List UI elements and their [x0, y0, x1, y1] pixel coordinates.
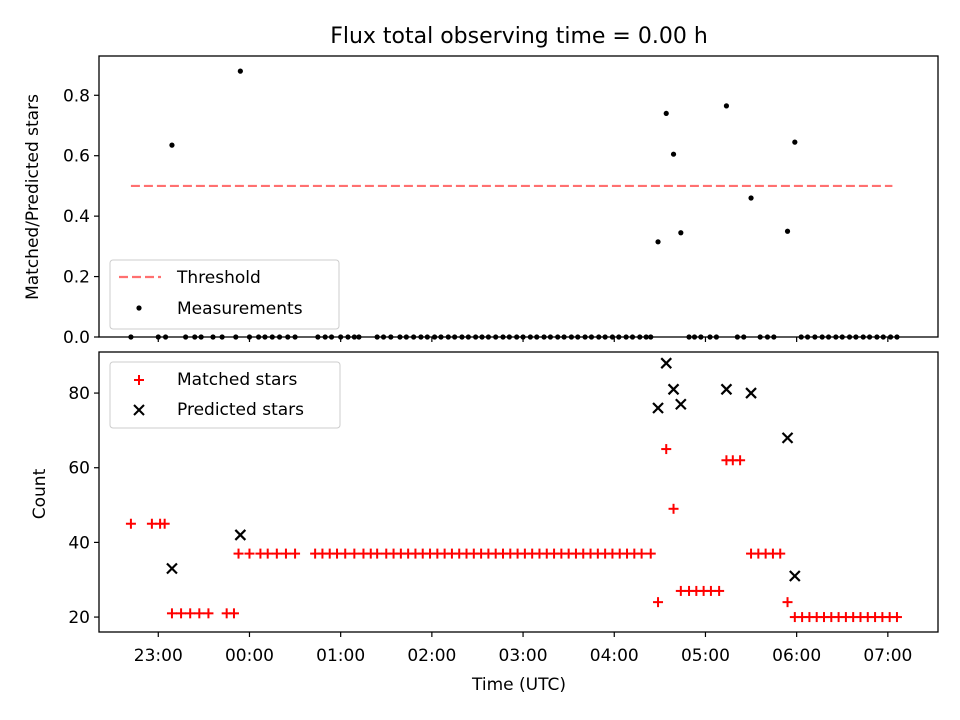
matched-star-point: [372, 548, 383, 559]
predicted-legend-swatch: [133, 404, 145, 416]
measurement-point: [723, 103, 730, 109]
x-axis-label: Time (UTC): [471, 675, 566, 695]
count-y-tick-label: 20: [68, 608, 90, 628]
ratio-legend-frame: [109, 259, 340, 330]
predicted-star-point: [745, 387, 757, 399]
measurement-point: [655, 239, 661, 245]
matched-legend-swatch: [134, 375, 144, 385]
measurement-point: [792, 139, 798, 145]
matched-star-point: [636, 548, 647, 559]
count-x-tick-label: 05:00: [681, 646, 730, 666]
predicted-star-point: [234, 529, 247, 541]
matched-star-point: [775, 548, 786, 559]
count-x-tick-label: 02:00: [407, 646, 456, 666]
ratio-y-ticks: 0.0 0.2 0.4 0.6 0.8: [63, 86, 99, 348]
predicted-star-point: [667, 383, 680, 396]
measurements-legend-label: Measurements: [177, 299, 303, 319]
matched-star-point: [280, 548, 291, 559]
matched-star-point: [668, 503, 679, 514]
matched-star-point: [244, 548, 255, 559]
predicted-star-point: [720, 383, 733, 396]
matched-star-point: [340, 548, 351, 559]
count-plot-area: [125, 357, 902, 623]
predicted-legend-label: Predicted stars: [177, 400, 304, 420]
measurement-point: [670, 151, 677, 157]
count-x-tick-label: 23:00: [134, 646, 183, 666]
measurement-point: [678, 230, 684, 236]
predicted-star-point: [675, 398, 687, 411]
predicted-star-point: [660, 357, 673, 369]
matched-star-point: [159, 518, 170, 529]
predicted-star-point: [781, 432, 794, 444]
matched-star-point: [349, 548, 360, 559]
predicted-star-point: [789, 570, 801, 582]
matched-star-point: [233, 548, 244, 559]
ratio-y-tick-label: 0.6: [63, 147, 90, 167]
count-x-tick-label: 00:00: [225, 646, 274, 666]
count-axes-frame: [98, 351, 939, 633]
matched-star-point: [176, 608, 187, 619]
count-y-tick-label: 40: [68, 533, 90, 553]
ratio-plot-area: [128, 68, 900, 340]
measurement-point: [784, 228, 791, 234]
ratio-x-ticks: [157, 337, 889, 342]
ratio-y-tick-label: 0.2: [63, 268, 90, 288]
count-y-tick-label: 60: [68, 459, 90, 479]
matched-star-point: [645, 548, 656, 559]
count-x-tick-label: 04:00: [590, 646, 639, 666]
count-x-ticks: 23:00 00:00 01:00 02:00 03:00 04:00 05:00 06:00…: [134, 632, 912, 666]
ratio-axes-frame: [98, 55, 939, 338]
chart-title: Flux total observing time = 0.00 h: [330, 24, 708, 49]
ratio-legend: Threshold Measurements: [109, 259, 340, 330]
matched-star-point: [185, 608, 196, 619]
matched-star-point: [653, 597, 664, 608]
matched-star-point: [735, 455, 746, 466]
count-x-tick-label: 03:00: [499, 646, 548, 666]
matched-star-point: [203, 608, 214, 619]
ratio-y-tick-label: 0.4: [63, 207, 90, 227]
matched-star-point: [228, 608, 239, 619]
count-y-axis-label: Count: [30, 468, 50, 519]
matched-legend-label: Matched stars: [177, 370, 297, 390]
ratio-y-tick-label: 0.8: [63, 86, 90, 106]
measurement-point: [169, 142, 175, 148]
ratio-panel: 0.00.20.40.60.8 Matched/Predicted stars …: [23, 55, 939, 348]
count-panel: 20 40 60 80 23:00 00:00 01:00 02:00 03:00 04:00 0…: [30, 351, 939, 695]
matched-star-point: [661, 444, 672, 455]
matched-star-point: [262, 548, 273, 559]
predicted-star-point: [166, 562, 178, 575]
ratio-y-axis-label: Matched/Predicted stars: [23, 94, 43, 300]
count-y-tick-label: 80: [68, 384, 90, 404]
count-x-tick-label: 01:00: [316, 646, 365, 666]
ratio-y-tick-label: 0.0: [63, 328, 90, 348]
measurements-legend-swatch: [136, 305, 142, 311]
matched-star-point: [125, 518, 136, 529]
count-x-tick-label: 07:00: [863, 646, 912, 666]
matched-star-point: [194, 608, 205, 619]
matched-star-point: [166, 608, 177, 619]
count-y-ticks: 20 40 60 80: [68, 384, 99, 628]
threshold-legend-label: Threshold: [176, 268, 261, 288]
matched-star-point: [290, 548, 301, 559]
matched-star-point: [714, 585, 725, 596]
count-x-tick-label: 06:00: [772, 646, 821, 666]
count-legend: Matched stars Predicted stars: [109, 361, 341, 429]
count-legend-frame: [109, 361, 341, 429]
measurement-point: [237, 68, 243, 74]
matched-star-point: [891, 612, 902, 623]
matched-star-point: [271, 548, 282, 559]
predicted-star-point: [652, 402, 664, 414]
matched-star-point: [782, 597, 793, 608]
measurement-point: [748, 195, 754, 201]
measurement-point: [663, 110, 669, 117]
